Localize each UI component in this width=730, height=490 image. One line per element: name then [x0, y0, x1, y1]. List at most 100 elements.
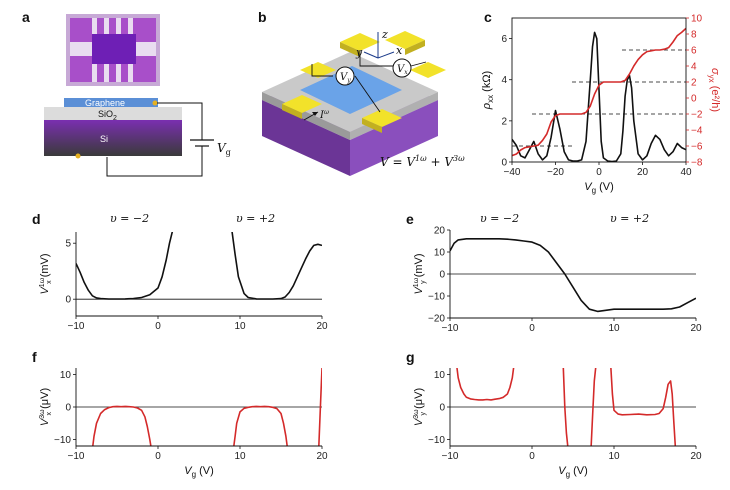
device-micrograph	[66, 14, 160, 86]
panel-c-label: c	[484, 9, 492, 25]
y2-tick-label: −4	[691, 126, 703, 137]
y2-tick-label: −8	[691, 158, 703, 169]
x-tick-label: 0	[529, 451, 535, 462]
series-line-2	[562, 368, 569, 446]
sio2-layer	[44, 107, 182, 120]
substrate-left-face	[262, 100, 350, 176]
plot-frame	[76, 232, 322, 316]
device-cross-section: Graphene SiO2 Si Vg	[44, 98, 231, 177]
y2-tick-label: 8	[691, 30, 697, 41]
y2-tick-label: 10	[691, 14, 703, 25]
panel-e-label: e	[406, 211, 414, 227]
chart-f: −10 0 10 20 −10 0 10 Vg (V) V3ωx (μV)	[39, 368, 328, 479]
graphene-hallbar	[300, 66, 402, 114]
gate-wire-top	[157, 102, 203, 140]
y-axis-arrow	[363, 51, 379, 59]
x-tick-label: 0	[596, 167, 602, 178]
gate-wire-bottom	[106, 146, 203, 177]
vy-wire-right	[354, 75, 381, 113]
vy-wire-left	[311, 64, 333, 77]
y2-tick-label: −6	[691, 142, 703, 153]
chart-g: −10 0 10 20 −10 0 10 Vg (V) V3ωy (μV)	[413, 368, 702, 479]
panel-e: e υ = −2 υ = +2 −10 0 10 20−20−1001020V1ωy …	[406, 211, 702, 334]
panel-d-nu-left: υ = −2	[110, 212, 149, 225]
vx-wire-left	[359, 50, 393, 67]
chart-d: −10 0 10 20 0 5 V1ωx (mV)	[39, 232, 328, 332]
x-axis-label: Vg (V)	[558, 465, 588, 479]
x-tick-label: −10	[68, 321, 85, 332]
y-tick-label: 10	[60, 370, 72, 381]
panel-g: g −10 0 10 20 −10 0 10 Vg (V) V3ωy (μV)	[406, 349, 702, 479]
top-contact-dot	[152, 100, 158, 106]
y-tick-label: −10	[428, 292, 445, 303]
x-tick-label: −20	[547, 167, 564, 178]
y-tick-label: 0	[439, 403, 445, 414]
x-tick-label: 20	[316, 321, 328, 332]
x-tick-label: 20	[690, 323, 702, 334]
graphene-layer	[64, 98, 158, 107]
series-line-1	[456, 368, 515, 401]
y-axis-label: y	[355, 46, 363, 59]
y2-tick-label: 2	[691, 78, 697, 89]
si-label: Si	[100, 134, 108, 144]
y-tick-label: 4	[501, 75, 507, 86]
x-tick-label: 10	[608, 451, 620, 462]
y2-tick-label: 6	[691, 46, 697, 57]
x-axis-arrow	[377, 51, 395, 59]
panel-d-label: d	[32, 211, 41, 227]
y-axis-label: ρxx (kΩ)	[481, 71, 495, 110]
micrograph-hallbar	[92, 34, 136, 64]
series-line-1	[76, 232, 322, 300]
x-axis-label: x	[396, 44, 403, 57]
series-line-1	[450, 238, 696, 313]
x-tick-label: −40	[504, 167, 521, 178]
y-tick-label: 2	[501, 116, 507, 127]
y-tick-label: −20	[428, 314, 445, 325]
panel-b-label: b	[258, 9, 267, 25]
y2-tick-label: 4	[691, 62, 697, 73]
series-line-3	[590, 368, 597, 446]
panel-f: f −10 0 10 20 −10 0 10 Vg (V) V3ωx (μV)	[32, 349, 328, 479]
x-tick-label: 20	[316, 451, 328, 462]
x-tick-label: −10	[442, 451, 459, 462]
x-tick-label: 20	[690, 451, 702, 462]
current-label: Iω	[319, 109, 329, 121]
panel-d: d υ = −2 υ = +2 −10 0 10 20 0 5 V1ωx (mV)	[32, 211, 328, 332]
x-tick-label: 10	[608, 323, 620, 334]
sio2-label: SiO2	[98, 109, 117, 122]
series-line-1	[92, 405, 152, 446]
graphene-label: Graphene	[85, 98, 125, 108]
y-tick-label: 10	[434, 248, 446, 259]
panel-f-label: f	[32, 349, 37, 365]
y2-axis-label: σyx (e²/h)	[707, 68, 721, 112]
y-tick-label: −10	[54, 435, 71, 446]
y-tick-label: 6	[501, 34, 507, 45]
x-tick-label: 0	[155, 321, 161, 332]
x-tick-label: −10	[68, 451, 85, 462]
x-axis-label: Vg (V)	[584, 181, 614, 195]
vy-voltmeter-label: Vy	[340, 72, 351, 84]
y-tick-label: 0	[65, 295, 71, 306]
y-axis-label: V1ωx (mV)	[39, 253, 53, 294]
y-tick-label: 5	[65, 239, 71, 250]
y-tick-label: 0	[501, 158, 507, 169]
x-tick-label: −10	[442, 323, 459, 334]
x-tick-label: 0	[155, 451, 161, 462]
gold-contact-pads	[282, 31, 446, 133]
current-arrow-head	[312, 112, 318, 116]
x-tick-label: 20	[637, 167, 649, 178]
panel-a-label: a	[22, 9, 30, 25]
vx-voltmeter-label: Vx	[397, 64, 408, 76]
substrate-right-face	[350, 100, 438, 176]
voltage-equation: V = V1ω + V3ω	[380, 154, 465, 169]
series-line-1	[512, 31, 686, 162]
x-tick-label: 10	[234, 321, 246, 332]
z-axis-label: z	[381, 28, 388, 41]
y-tick-label: 0	[65, 403, 71, 414]
series-line-3	[318, 368, 322, 446]
gate-voltage-label: Vg	[217, 141, 231, 157]
